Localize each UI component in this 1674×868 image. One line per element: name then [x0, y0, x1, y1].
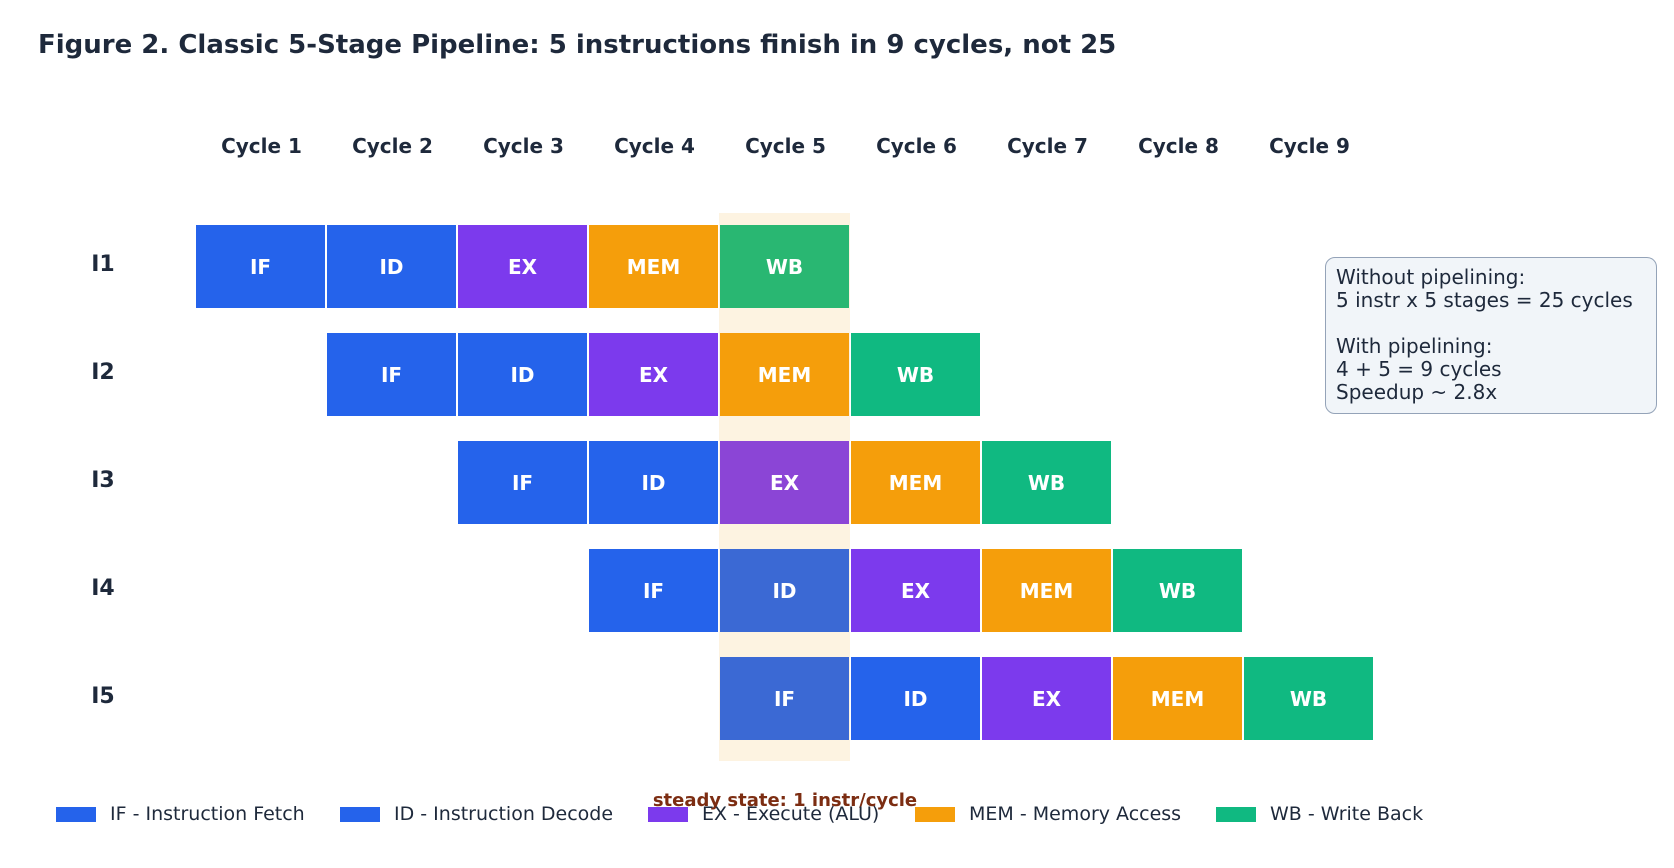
- stage-cell: MEM: [982, 549, 1111, 632]
- stage-cell: WB: [1244, 657, 1373, 740]
- instruction-label: I4: [91, 576, 115, 601]
- legend-label: MEM - Memory Access: [969, 803, 1182, 825]
- stage-cell: WB: [851, 333, 980, 416]
- legend-item: EX - Execute (ALU): [648, 803, 879, 825]
- stage-cell: IF: [589, 549, 718, 632]
- stage-cell: MEM: [589, 225, 718, 308]
- legend-swatch: [648, 806, 688, 822]
- stage-cell: WB: [982, 441, 1111, 524]
- legend-label: ID - Instruction Decode: [394, 803, 614, 825]
- legend-label: IF - Instruction Fetch: [110, 803, 305, 825]
- stage-cell: ID: [589, 441, 718, 524]
- stage-cell: EX: [589, 333, 718, 416]
- instruction-label: I3: [91, 468, 115, 493]
- stage-cell: ID: [851, 657, 980, 740]
- stage-cell: EX: [982, 657, 1111, 740]
- stage-cell: ID: [458, 333, 587, 416]
- stage-cell: IF: [720, 657, 849, 740]
- stage-cell: ID: [327, 225, 456, 308]
- legend-swatch: [56, 806, 96, 822]
- stage-cell: EX: [851, 549, 980, 632]
- stage-cell: EX: [458, 225, 587, 308]
- stage-cell: MEM: [720, 333, 849, 416]
- cycle-header: Cycle 3: [483, 134, 564, 158]
- cycle-header: Cycle 7: [1007, 134, 1088, 158]
- stage-cell: ID: [720, 549, 849, 632]
- cycle-header: Cycle 8: [1138, 134, 1219, 158]
- cycle-header: Cycle 5: [745, 134, 826, 158]
- legend-item: MEM - Memory Access: [915, 803, 1181, 825]
- stage-cell: WB: [720, 225, 849, 308]
- stage-cell: IF: [196, 225, 325, 308]
- instruction-label: I5: [91, 684, 115, 709]
- legend-item: IF - Instruction Fetch: [56, 803, 305, 825]
- cycle-header: Cycle 4: [614, 134, 695, 158]
- steady-state-label: steady state: 1 instr/cycle: [652, 790, 918, 811]
- cycle-header: Cycle 1: [221, 134, 302, 158]
- legend-swatch: [1216, 806, 1256, 822]
- legend-item: WB - Write Back: [1216, 803, 1423, 825]
- stage-cell: IF: [327, 333, 456, 416]
- cycle-header: Cycle 2: [352, 134, 433, 158]
- figure-title: Figure 2. Classic 5-Stage Pipeline: 5 in…: [38, 30, 1117, 60]
- instruction-label: I2: [91, 360, 115, 385]
- instruction-label: I1: [91, 252, 115, 277]
- stage-cell: IF: [458, 441, 587, 524]
- legend-label: EX - Execute (ALU): [702, 803, 880, 825]
- legend-item: ID - Instruction Decode: [340, 803, 613, 825]
- legend-swatch: [915, 806, 955, 822]
- stage-cell: WB: [1113, 549, 1242, 632]
- stage-cell: MEM: [1113, 657, 1242, 740]
- legend-swatch: [340, 806, 380, 822]
- stage-cell: EX: [720, 441, 849, 524]
- comparison-note: Without pipelining: 5 instr x 5 stages =…: [1325, 257, 1657, 414]
- cycle-header: Cycle 6: [876, 134, 957, 158]
- stage-cell: MEM: [851, 441, 980, 524]
- legend-label: WB - Write Back: [1270, 803, 1424, 825]
- cycle-header: Cycle 9: [1269, 134, 1350, 158]
